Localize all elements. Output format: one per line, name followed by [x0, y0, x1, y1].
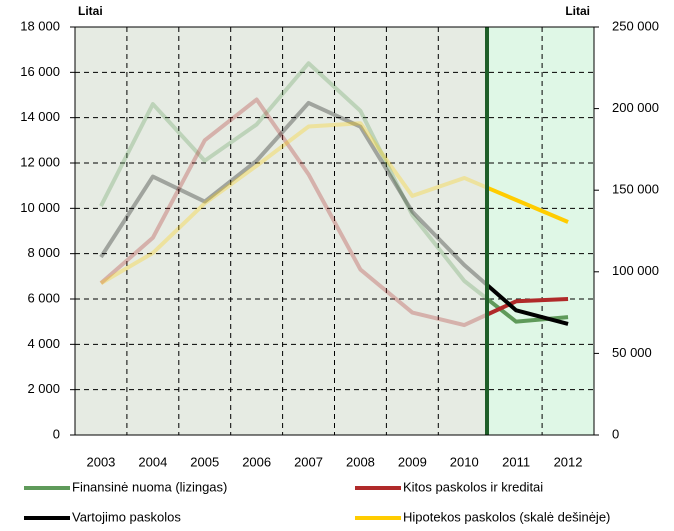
x-tick-label: 2008: [346, 454, 375, 469]
legend-label: Hipotekos paskolos (skalė dešinėje): [403, 509, 610, 524]
x-tick-label: 2012: [554, 454, 583, 469]
x-tick-label: 2006: [242, 454, 271, 469]
y2-tick-label: 200 000: [612, 100, 659, 115]
x-tick-label: 2003: [86, 454, 115, 469]
x-tick-label: 2005: [190, 454, 219, 469]
y-axis-title: Litai: [78, 4, 103, 18]
y-tick-label: 14 000: [20, 109, 60, 124]
y2-tick-label: 100 000: [612, 263, 659, 278]
y-tick-label: 0: [53, 426, 60, 441]
y-tick-label: 10 000: [20, 200, 60, 215]
y-tick-label: 4 000: [27, 336, 60, 351]
y-tick-label: 6 000: [27, 290, 60, 305]
series-line: [487, 282, 569, 326]
forecast-area: [487, 27, 594, 435]
series-line: [99, 61, 487, 302]
x-tick-label: 2010: [450, 454, 479, 469]
x-tick-label: 2004: [138, 454, 167, 469]
series-line: [487, 297, 569, 317]
series-line: [487, 185, 569, 224]
y2-tick-label: 250 000: [612, 18, 659, 33]
y2-tick-label: 0: [612, 426, 619, 441]
y-tick-label: 8 000: [27, 245, 60, 260]
y-tick-label: 2 000: [27, 381, 60, 396]
y-tick-label: 12 000: [20, 154, 60, 169]
series-line: [99, 121, 487, 285]
x-tick-label: 2009: [398, 454, 427, 469]
y2-tick-label: 150 000: [612, 182, 659, 197]
series-line: [99, 100, 487, 288]
series-line: [99, 97, 487, 328]
y2-tick-label: 50 000: [612, 345, 652, 360]
y-tick-label: 18 000: [20, 18, 60, 33]
legend-label: Kitos paskolos ir kreditai: [403, 479, 543, 494]
y2-axis-title: Litai: [565, 4, 590, 18]
x-tick-label: 2007: [294, 454, 323, 469]
x-tick-label: 2011: [502, 454, 530, 469]
plot-frame: [74, 26, 595, 436]
history-area: [75, 27, 487, 435]
legend-label: Finansinė nuoma (lizingas): [72, 479, 227, 494]
y-tick-label: 16 000: [20, 64, 60, 79]
legend-label: Vartojimo paskolos: [72, 509, 181, 524]
